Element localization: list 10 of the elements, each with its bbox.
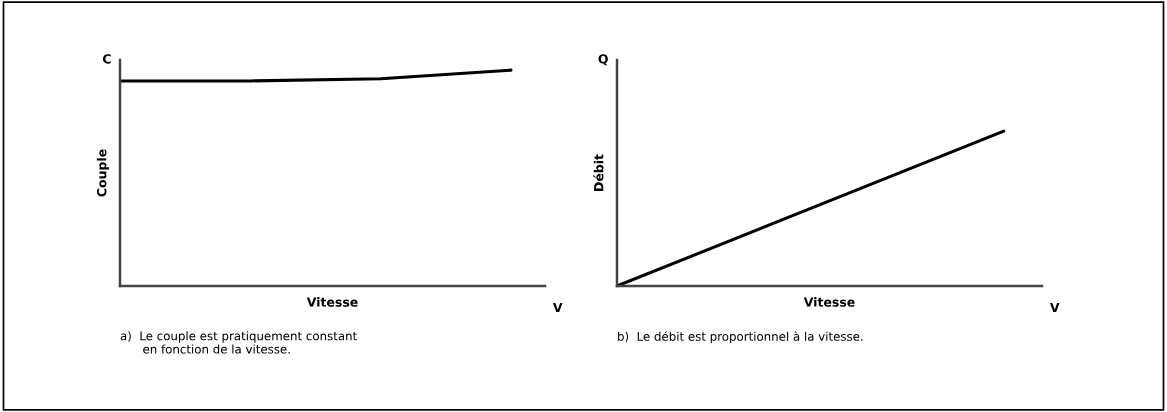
text: a) Le couple est pratiquement constant en fonction de la vitesse. xyxy=(120,331,357,354)
text: b) Le débit est proportionnel à la vitesse. xyxy=(618,331,863,344)
y-axis-title: Débit xyxy=(593,154,604,191)
x-axis-title: Vitesse xyxy=(306,297,358,307)
text: C xyxy=(102,54,111,64)
text: V xyxy=(1049,302,1060,313)
x-axis-title: Vitesse xyxy=(803,297,855,307)
text: Q xyxy=(598,54,608,66)
text: V xyxy=(552,302,563,313)
y-axis-title: Couple xyxy=(96,149,109,197)
